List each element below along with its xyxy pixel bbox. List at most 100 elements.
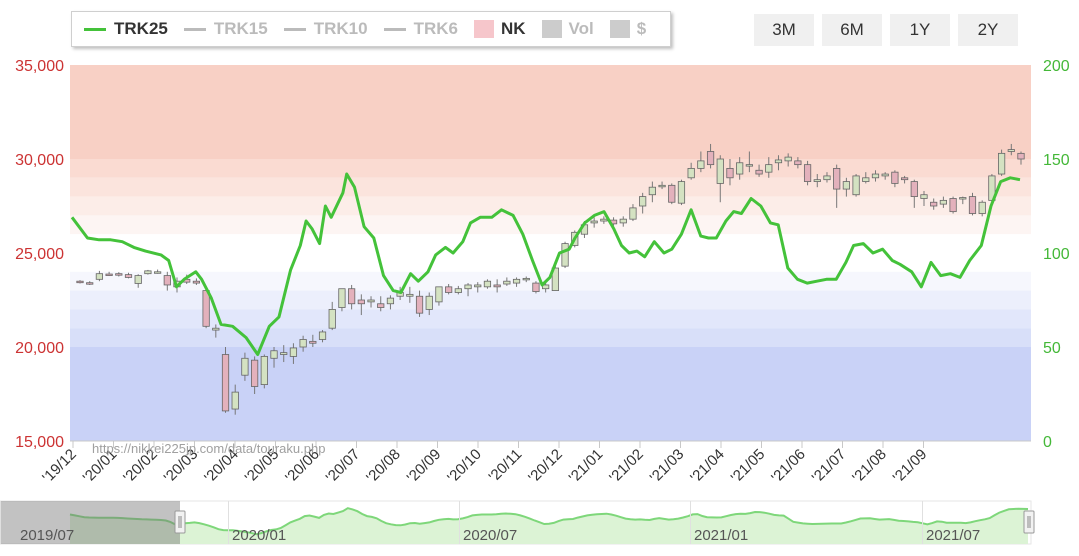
candle-body bbox=[561, 243, 569, 267]
price-band bbox=[70, 65, 1031, 159]
candle-body bbox=[221, 354, 230, 412]
candle-body bbox=[445, 286, 453, 293]
candle-body bbox=[1017, 152, 1025, 160]
candle-body bbox=[862, 177, 870, 182]
navigator-right-handle[interactable] bbox=[1023, 510, 1035, 534]
candle-body bbox=[134, 275, 142, 284]
candle-body bbox=[512, 278, 521, 284]
candle-body bbox=[677, 181, 686, 204]
candle-body bbox=[803, 164, 812, 182]
navigator-left-handle[interactable] bbox=[174, 510, 186, 534]
candle-body bbox=[716, 158, 724, 184]
range-selector: 3M 6M 1Y 2Y bbox=[754, 14, 1026, 46]
navigator-line bbox=[69, 507, 1029, 536]
price-band bbox=[70, 215, 1031, 235]
range-button-3m[interactable]: 3M bbox=[754, 14, 814, 46]
candle-body bbox=[978, 201, 986, 214]
candle-body bbox=[318, 331, 327, 340]
candle-body bbox=[949, 198, 957, 213]
range-button-6m[interactable]: 6M bbox=[822, 14, 882, 46]
legend-item-trk6[interactable]: TRK6 bbox=[383, 19, 458, 39]
candle-body bbox=[823, 175, 831, 181]
candle-body bbox=[590, 220, 598, 224]
x-axis-label: '21/04 bbox=[687, 446, 728, 487]
x-axis-label: '21/08 bbox=[849, 446, 890, 487]
candle-body bbox=[891, 171, 899, 184]
candle-body bbox=[765, 164, 773, 173]
candle-body bbox=[192, 280, 201, 284]
price-band bbox=[70, 309, 1031, 329]
candle-body bbox=[910, 181, 918, 197]
candle-body bbox=[115, 273, 123, 276]
price-band bbox=[70, 234, 1031, 272]
candle-body bbox=[406, 293, 414, 297]
candle-body bbox=[900, 177, 909, 181]
candle-body bbox=[231, 391, 239, 410]
candle-body bbox=[532, 282, 540, 292]
candle-body bbox=[154, 271, 162, 274]
legend-swatch bbox=[283, 27, 306, 31]
price-band bbox=[70, 196, 1031, 216]
legend-swatch bbox=[541, 20, 562, 38]
legend-item-trk15[interactable]: TRK15 bbox=[183, 19, 268, 39]
trk25-line bbox=[70, 172, 1021, 356]
candle-body bbox=[619, 218, 627, 224]
candle-body bbox=[881, 173, 889, 177]
candle-body bbox=[706, 151, 715, 166]
candle-body bbox=[260, 355, 268, 385]
candle-body bbox=[794, 160, 802, 166]
candle-body bbox=[483, 280, 492, 288]
candle-body bbox=[503, 280, 511, 285]
candle-body bbox=[241, 357, 249, 376]
price-band bbox=[70, 177, 1031, 197]
price-band bbox=[70, 347, 1031, 441]
candle-body bbox=[668, 184, 676, 203]
candle-body bbox=[833, 167, 841, 190]
candle-body bbox=[289, 347, 298, 357]
right-axis-tick: 0 bbox=[1043, 434, 1052, 451]
legend-swatch bbox=[473, 20, 494, 38]
candle-body bbox=[251, 359, 259, 387]
legend-label: TRK10 bbox=[313, 19, 368, 38]
candle-body bbox=[357, 299, 365, 305]
price-band bbox=[70, 290, 1031, 310]
candle-body bbox=[658, 184, 666, 188]
candle-body bbox=[959, 197, 967, 200]
navigator-label: 2019/07 bbox=[20, 527, 74, 544]
legend-item-trk10[interactable]: TRK10 bbox=[283, 19, 368, 39]
navigator-label: 2020/01 bbox=[232, 527, 286, 544]
left-axis-tick: 15,000 bbox=[15, 434, 64, 451]
legend-item-vol[interactable]: Vol bbox=[541, 19, 594, 39]
price-band bbox=[70, 159, 1031, 178]
candle-body bbox=[871, 173, 880, 179]
candle-body bbox=[755, 169, 763, 175]
candle-body bbox=[144, 270, 152, 275]
legend-label: NK bbox=[500, 19, 526, 38]
candle-body bbox=[968, 196, 977, 214]
legend-swatch bbox=[383, 27, 406, 31]
candle-body bbox=[639, 196, 647, 207]
range-button-1y[interactable]: 1Y bbox=[890, 14, 950, 46]
candle-body bbox=[542, 284, 550, 290]
candle-body bbox=[551, 267, 559, 292]
legend-item-nk[interactable]: NK bbox=[473, 19, 526, 39]
candle-body bbox=[454, 288, 462, 293]
candle-body bbox=[474, 284, 482, 288]
candle-body bbox=[842, 181, 850, 190]
candle-body bbox=[813, 179, 821, 182]
candle-body bbox=[522, 277, 530, 281]
legend-item-trk25[interactable]: TRK25 bbox=[84, 19, 168, 39]
legend-item-usd[interactable]: $ bbox=[609, 19, 646, 39]
candle-body bbox=[76, 280, 84, 284]
chart-legend: TRK25 TRK15 TRK10 TRK6 NK Vol $ bbox=[71, 11, 671, 47]
range-button-2y[interactable]: 2Y bbox=[958, 14, 1018, 46]
candle-body bbox=[105, 273, 113, 276]
candle-body bbox=[212, 327, 220, 331]
candle-body bbox=[425, 295, 433, 310]
candle-body bbox=[309, 340, 317, 344]
candle-body bbox=[435, 286, 443, 303]
navigator-outside-mask bbox=[0, 501, 180, 544]
candle-body bbox=[299, 339, 307, 348]
candle-body bbox=[95, 273, 104, 280]
x-axis-label: '20/12 bbox=[525, 446, 566, 487]
